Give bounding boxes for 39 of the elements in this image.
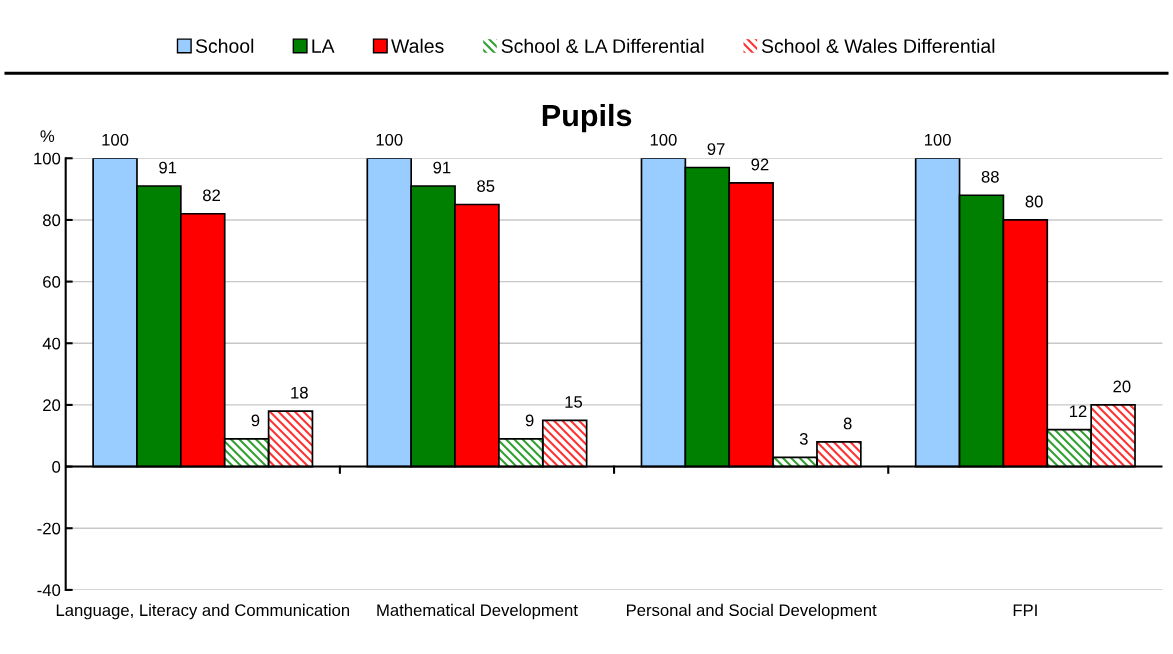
y-axis-title: % bbox=[40, 130, 55, 142]
data-label: 8 bbox=[843, 417, 852, 430]
x-tick-label: Language, Literacy and Communication bbox=[56, 603, 350, 620]
y-tick-label: -40 bbox=[37, 584, 61, 597]
data-label: 100 bbox=[924, 133, 951, 146]
data-label: 9 bbox=[251, 414, 260, 427]
data-label: 97 bbox=[707, 143, 725, 155]
data-label: 9 bbox=[525, 414, 534, 427]
y-tick-label: 40 bbox=[42, 337, 61, 350]
x-tick-label: Mathematical Development bbox=[377, 603, 578, 620]
y-tick-label: 0 bbox=[52, 460, 61, 473]
y-tick-label: -20 bbox=[37, 522, 61, 535]
legend-label: School & Wales Differential bbox=[761, 38, 995, 53]
data-label: 3 bbox=[799, 432, 808, 445]
y-tick-label: 20 bbox=[43, 399, 61, 412]
data-label: 20 bbox=[1113, 380, 1131, 393]
legend-label: School bbox=[195, 38, 254, 53]
data-label: 92 bbox=[751, 158, 769, 171]
data-label: 100 bbox=[376, 133, 403, 146]
data-label: 88 bbox=[981, 170, 999, 183]
legend-label: Wales bbox=[391, 38, 444, 53]
y-tick-label: 60 bbox=[43, 275, 61, 288]
data-label: 91 bbox=[433, 161, 451, 174]
data-label: 91 bbox=[159, 161, 177, 174]
data-label: 100 bbox=[650, 133, 677, 146]
legend-label: School & LA Differential bbox=[501, 38, 704, 53]
data-label: 12 bbox=[1070, 405, 1087, 417]
data-label: 18 bbox=[291, 386, 308, 399]
legend-label: LA bbox=[312, 39, 335, 53]
chart-title: Pupils bbox=[542, 103, 632, 133]
data-label: 82 bbox=[203, 189, 220, 202]
data-label: 15 bbox=[565, 396, 583, 408]
y-tick-label: 100 bbox=[34, 152, 61, 165]
data-label: 100 bbox=[102, 133, 129, 146]
y-tick-label: 80 bbox=[43, 214, 61, 227]
data-label: 85 bbox=[477, 180, 495, 192]
data-label: 80 bbox=[1025, 195, 1043, 208]
x-tick-label: Personal and Social Development bbox=[627, 603, 877, 620]
x-tick-label: FPI bbox=[1013, 604, 1037, 616]
